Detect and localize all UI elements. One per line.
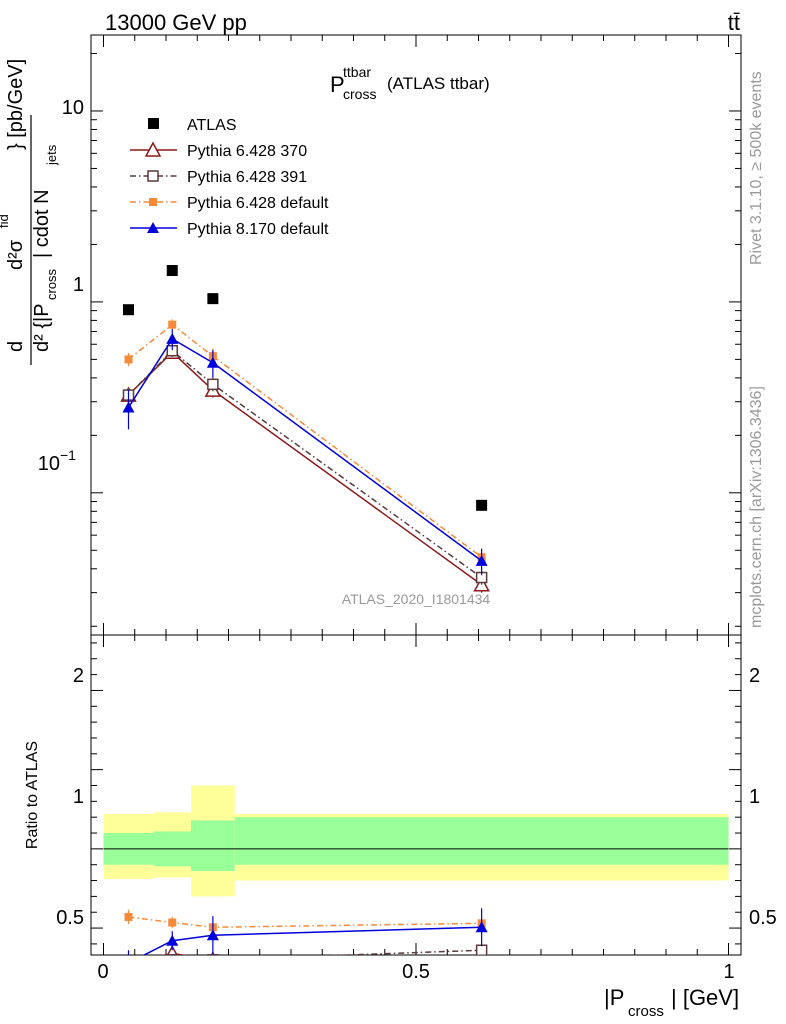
data-point-3 xyxy=(124,355,133,364)
legend: ATLAS Pythia 6.428 370 Pythia 6.428 391 … xyxy=(130,117,329,238)
ylabel-denom-sub: cross xyxy=(44,268,59,300)
xlabel-main: |P xyxy=(604,985,624,1010)
band-inner-3 xyxy=(234,817,729,865)
ratio-data xyxy=(123,908,488,968)
series-line-3 xyxy=(128,323,483,558)
main-ylabel: d d²σ fid d² {|P cross | cdot N jets } [… xyxy=(0,59,59,365)
legend-entry-py8-default: Pythia 8.170 default xyxy=(130,221,329,238)
ratio-point-0 xyxy=(166,944,178,955)
ratio-ticks xyxy=(91,635,741,955)
xlabel-sub: cross xyxy=(628,1003,664,1020)
ratio-panel: 0.5 1 2 0.5 1 2 0 0.5 1 Ratio to ATLAS |… xyxy=(24,634,777,1020)
xlabel: |P cross | [GeV] xyxy=(604,985,739,1020)
ratio-ytick-left-2: 2 xyxy=(73,665,84,687)
xtick-label-1: 1 xyxy=(723,961,734,983)
band-inner-2 xyxy=(191,820,235,872)
ratio-point-3 xyxy=(475,921,488,933)
legend-entry-atlas: ATLAS xyxy=(148,117,237,134)
ratio-frame xyxy=(90,634,742,956)
mcplots-label: mcplots.cern.ch [arXiv:1306.3436] xyxy=(748,386,765,628)
data-point-4 xyxy=(166,332,179,344)
legend-entry-py6-default: Pythia 6.428 default xyxy=(130,195,329,212)
ratio-line-3 xyxy=(142,926,482,955)
ratio-point-1 xyxy=(124,958,134,968)
ratio-point-3 xyxy=(166,934,179,946)
plot-title: P ttbar cross (ATLAS ttbar) xyxy=(330,64,490,102)
main-panel: P ttbar cross (ATLAS ttbar) 10 1 10 −1 d… xyxy=(0,34,742,636)
main-data xyxy=(120,265,490,593)
legend-marker-py6-391 xyxy=(147,170,159,182)
ratio-ytick-left-1: 1 xyxy=(73,786,84,808)
ylabel-denom-sub2: jets xyxy=(44,144,59,166)
legend-marker-py6-370 xyxy=(144,141,162,157)
legend-label-atlas: ATLAS xyxy=(187,117,237,134)
ratio-point-1 xyxy=(475,944,488,955)
ratio-line-2 xyxy=(128,916,482,929)
title-main: P xyxy=(330,72,345,97)
legend-entry-py6-391: Pythia 6.428 391 xyxy=(130,169,307,186)
title-sup: ttbar xyxy=(343,64,371,80)
ratio-bands xyxy=(103,785,729,897)
main-ytick-labels: 10 1 10 −1 xyxy=(38,97,84,475)
data-point-0 xyxy=(207,293,219,305)
series-line-1 xyxy=(127,351,483,586)
ratio-series-group xyxy=(123,908,488,968)
main-ticks xyxy=(91,35,741,635)
data-point-3 xyxy=(168,320,177,329)
data-point-4 xyxy=(122,401,135,413)
ratio-ytick-right-2: 2 xyxy=(749,665,760,687)
data-point-0 xyxy=(123,304,134,316)
ratio-point-3 xyxy=(123,957,135,968)
ylabel-denominator: d² {|P xyxy=(31,303,53,352)
series-line-4 xyxy=(127,337,483,562)
ratio-ytick-right-0p5: 0.5 xyxy=(749,907,777,929)
data-point-4 xyxy=(206,356,219,368)
ylabel-numerator: d²σ xyxy=(5,239,27,270)
legend-label-py6-391: Pythia 6.428 391 xyxy=(187,169,307,186)
title-rest: (ATLAS ttbar) xyxy=(387,74,490,93)
ratio-ytick-labels: 0.5 1 2 0.5 1 2 xyxy=(56,665,777,929)
energy-label: 13000 GeV pp xyxy=(105,10,247,35)
xtick-label-0: 0 xyxy=(97,961,108,983)
ylabel-sigma-sup: fid xyxy=(0,214,11,228)
data-point-0 xyxy=(476,499,488,511)
ratio-point-1 xyxy=(207,954,219,955)
legend-marker-py6-default xyxy=(149,198,157,206)
legend-entry-py6-370: Pythia 6.428 370 xyxy=(130,141,307,160)
xtick-labels: 0 0.5 1 xyxy=(97,961,734,983)
series-line-2 xyxy=(127,349,483,579)
ratio-point-2 xyxy=(168,918,177,927)
title-sub: cross xyxy=(343,86,376,102)
ylabel-denom-mid: | cdot N xyxy=(31,189,53,258)
ratio-point-2 xyxy=(124,912,133,921)
ylabel-d: d xyxy=(5,341,27,352)
ratio-point-1 xyxy=(166,954,178,955)
legend-label-py6-370: Pythia 6.428 370 xyxy=(187,143,307,160)
data-point-0 xyxy=(166,265,178,277)
ratio-point-3 xyxy=(206,929,219,941)
legend-label-py6-default: Pythia 6.428 default xyxy=(187,195,329,212)
ratio-ylabel: Ratio to ATLAS xyxy=(24,741,41,849)
ytick-label-0p1-base: 10 xyxy=(38,453,60,475)
ratio-point-0 xyxy=(128,954,129,955)
xtick-label-0p5: 0.5 xyxy=(402,961,430,983)
ratio-ytick-left-0p5: 0.5 xyxy=(56,907,84,929)
data-point-4 xyxy=(475,554,488,566)
ytick-label-10: 10 xyxy=(62,97,84,119)
analysis-watermark: ATLAS_2020_I1801434 xyxy=(342,591,491,607)
ytick-label-0p1-exp: −1 xyxy=(60,447,76,463)
process-label: tt̄ xyxy=(728,10,740,35)
legend-label-py8-default: Pythia 8.170 default xyxy=(187,221,329,238)
legend-marker-atlas xyxy=(148,118,159,129)
ratio-ytick-right-1: 1 xyxy=(749,786,760,808)
data-point-2 xyxy=(207,378,219,391)
ytick-label-1: 1 xyxy=(73,274,84,296)
rivet-version-label: Rivet 3.1.10, ≥ 500k events xyxy=(748,71,765,265)
legend-marker-py8-default xyxy=(147,222,159,233)
xlabel-rest: | [GeV] xyxy=(671,985,739,1010)
ylabel-units: } [pb/GeV] xyxy=(5,59,27,150)
